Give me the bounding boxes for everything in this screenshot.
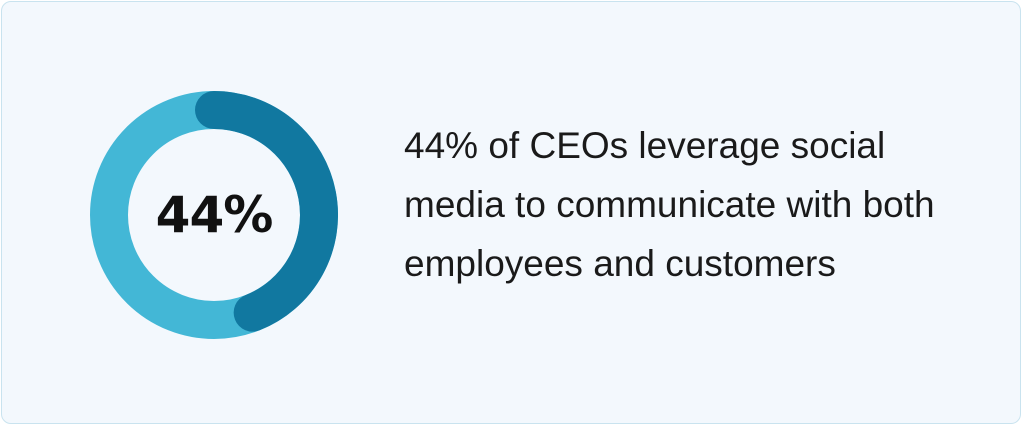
donut-chart: 44% bbox=[90, 91, 338, 339]
stat-caption: 44% of CEOs leverage social media to com… bbox=[404, 125, 935, 284]
donut-highlight-arc bbox=[195, 91, 338, 332]
donut-center-label: 44% bbox=[155, 186, 274, 244]
donut-svg bbox=[90, 91, 338, 339]
